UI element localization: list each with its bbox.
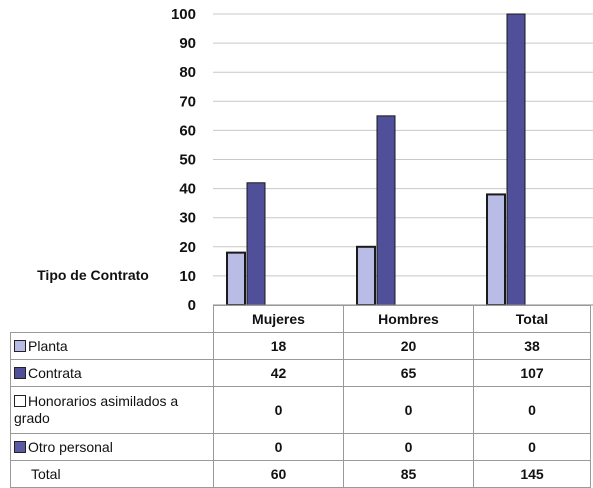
table-row-planta: Planta 18 20 38 [10,332,591,360]
legend-swatch-honorarios [14,395,26,407]
y-tick-label: 30 [179,210,196,227]
bar-contrata-mujeres [246,182,266,306]
bar-planta-total [486,193,506,306]
legend-swatch-contrata [14,366,26,379]
y-tick-label: 80 [179,64,196,81]
y-tick-label: 20 [179,239,196,256]
series-label: Honorarios asimilados a grado [14,393,179,426]
table-row-total: Total 60 85 145 [10,460,591,488]
y-tick-label: 50 [179,152,196,169]
data-label: 65 [343,359,474,387]
data-label: 0 [343,386,474,434]
table-row-honorarios: Honorarios asimilados a grado 0 0 0 [10,386,591,434]
total-value: 60 [213,460,344,488]
y-tick-label: 70 [179,93,196,110]
y-tick-label: 100 [171,6,196,23]
data-label: 38 [473,332,591,360]
bar-contrata-total [506,13,526,306]
data-table: Mujeres Hombres Total Planta 18 20 38 Co… [10,305,591,488]
data-label: 0 [213,433,344,461]
total-value: 145 [473,460,591,488]
row-header-label: Tipo de Contrato [37,267,149,283]
bar-contrata-hombres [376,115,396,306]
category-label: Total [473,305,591,333]
data-label: 42 [213,359,344,387]
table-corner-cell [11,306,214,333]
category-label: Mujeres [213,305,344,333]
series-label: Contrata [28,364,82,381]
data-label: 0 [343,433,474,461]
total-value: 85 [343,460,474,488]
legend-swatch-planta [14,339,26,352]
total-label: Total [10,460,214,488]
data-label: 18 [213,332,344,360]
y-tick-label: 90 [179,35,196,52]
y-tick-label: 0 [188,297,196,314]
bar-planta-mujeres [226,251,246,306]
series-label: Planta [28,337,68,354]
category-label: Hombres [343,305,474,333]
y-tick-label: 10 [179,268,196,285]
y-tick-label: 40 [179,181,196,198]
data-label: 0 [473,386,591,434]
legend-swatch-otro-personal [14,440,26,453]
data-label: 0 [473,433,591,461]
table-row-otro-personal: Otro personal 0 0 0 [10,433,591,461]
table-header-row: Mujeres Hombres Total [11,305,591,333]
data-label: 0 [213,386,344,434]
series-label: Otro personal [28,438,113,455]
table-row-contrata: Contrata 42 65 107 [10,359,591,387]
data-label: 20 [343,332,474,360]
y-tick-label: 60 [179,122,196,139]
bar-planta-hombres [356,245,376,307]
data-label: 107 [473,359,591,387]
